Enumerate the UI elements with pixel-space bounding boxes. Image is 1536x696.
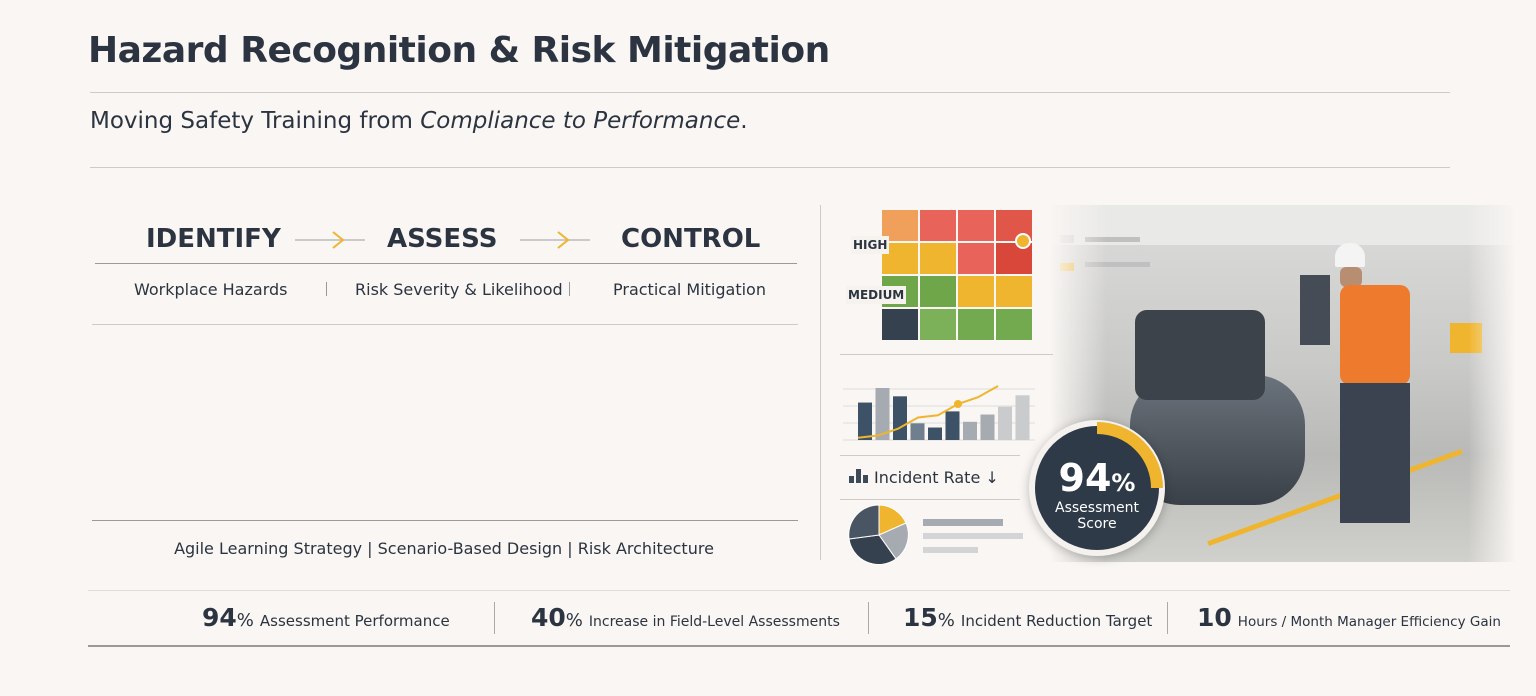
risk-cell — [920, 243, 956, 274]
text-placeholder — [923, 533, 1023, 539]
incident-rate-label: Incident Rate ↓ — [848, 467, 999, 487]
stat-label: Incident Reduction Target — [960, 612, 1153, 630]
separator — [494, 602, 495, 634]
assessment-score-badge: 94% Assessment Score — [1029, 420, 1165, 556]
score-label: Score — [1077, 516, 1117, 532]
stat-unit: % — [565, 610, 583, 631]
divider — [92, 520, 798, 521]
divider — [88, 590, 1510, 591]
trend-line — [857, 385, 999, 439]
text-placeholder — [923, 547, 978, 553]
mini-bar-chart — [843, 385, 1035, 441]
stat-value: 40 — [531, 603, 566, 632]
divider — [90, 92, 1450, 93]
stat-value: 10 — [1197, 603, 1232, 632]
stat-label: Increase in Field-Level Assessments — [588, 614, 840, 630]
stat-value: 15 — [903, 603, 938, 632]
label-medium: MEDIUM — [846, 286, 907, 304]
label-high: HIGH — [851, 236, 890, 254]
stat-manager-efficiency: 10 Hours / Month Manager Efficiency Gain — [1197, 603, 1501, 632]
risk-cell — [920, 210, 956, 241]
divider — [90, 167, 1450, 168]
subtitle-emphasis: Compliance to Performance — [420, 108, 741, 134]
stat-label: Assessment Performance — [259, 612, 450, 630]
risk-cell — [996, 276, 1032, 307]
trend-point — [954, 400, 962, 408]
risk-cell — [958, 276, 994, 307]
separator — [569, 282, 570, 296]
risk-cell — [882, 210, 918, 241]
risk-cell — [920, 309, 956, 340]
risk-cell — [996, 309, 1032, 340]
bar — [1015, 395, 1030, 440]
subtitle-suffix: . — [740, 108, 748, 134]
stat-unit: % — [236, 610, 254, 631]
divider — [88, 645, 1510, 647]
pie-chart-icon — [848, 504, 909, 565]
step-identify-sub: Workplace Hazards — [134, 280, 288, 299]
footer-tags: Agile Learning Strategy | Scenario-Based… — [174, 539, 714, 558]
stat-assessment-performance: 94% Assessment Performance — [202, 603, 450, 632]
step-identify: IDENTIFY — [146, 224, 281, 254]
risk-cell — [920, 276, 956, 307]
score-unit: % — [1111, 469, 1136, 497]
bar — [928, 427, 942, 440]
score-value: 94 — [1058, 456, 1112, 500]
subtitle: Moving Safety Training from Compliance t… — [90, 108, 748, 134]
divider — [95, 263, 797, 264]
separator — [1167, 602, 1168, 634]
bar — [858, 402, 872, 440]
bar-chart-icon — [848, 467, 870, 487]
separator — [868, 602, 869, 634]
step-assess: ASSESS — [387, 224, 498, 254]
divider — [820, 205, 821, 560]
stat-value: 94 — [202, 603, 237, 632]
incident-rate-text: Incident Rate ↓ — [874, 468, 999, 487]
score-arc — [1096, 422, 1163, 489]
divider — [92, 324, 798, 325]
stat-unit: % — [937, 610, 955, 631]
bar — [980, 414, 995, 440]
stat-field-assessments: 40% Increase in Field-Level Assessments — [531, 603, 840, 632]
bar — [910, 423, 925, 440]
text-placeholder — [923, 519, 1003, 526]
step-control: CONTROL — [621, 224, 761, 254]
bar — [998, 406, 1012, 440]
bar — [963, 421, 977, 440]
separator — [326, 282, 327, 296]
step-assess-sub: Risk Severity & Likelihood — [355, 280, 563, 299]
risk-cell — [958, 309, 994, 340]
risk-cell — [958, 210, 994, 241]
bar — [945, 411, 960, 440]
bar — [893, 396, 907, 440]
subtitle-text: Moving Safety Training from — [90, 108, 421, 134]
risk-cell — [958, 243, 994, 274]
score-label: Assessment — [1055, 500, 1139, 516]
page-title: Hazard Recognition & Risk Mitigation — [88, 30, 830, 71]
bar — [875, 388, 890, 440]
step-control-sub: Practical Mitigation — [613, 280, 766, 299]
arrow-right-icon — [520, 231, 590, 249]
stat-incident-reduction: 15% Incident Reduction Target — [903, 603, 1152, 632]
risk-marker — [1015, 233, 1031, 249]
divider — [840, 499, 1020, 500]
arrow-right-icon — [295, 231, 365, 249]
divider — [840, 455, 1020, 456]
risk-cell — [882, 309, 918, 340]
stat-label: Hours / Month Manager Efficiency Gain — [1237, 614, 1501, 630]
divider — [840, 354, 1053, 355]
